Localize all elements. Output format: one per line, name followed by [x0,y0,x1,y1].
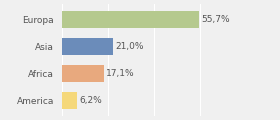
Text: 55,7%: 55,7% [201,15,230,24]
Text: 21,0%: 21,0% [116,42,144,51]
Bar [62,65,104,82]
Bar [62,38,113,55]
Text: 17,1%: 17,1% [106,69,135,78]
Bar [62,92,77,109]
Bar [62,11,199,28]
Text: 6,2%: 6,2% [79,96,102,105]
